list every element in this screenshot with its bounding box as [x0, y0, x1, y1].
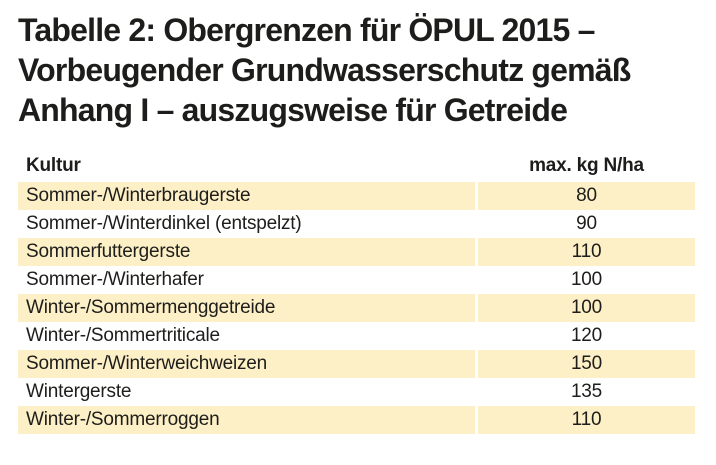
- table-row: Sommer-/Winterweichweizen 150: [18, 350, 695, 378]
- kultur-cell: Sommer-/Winterhafer: [26, 269, 204, 290]
- kultur-cell: Sommerfuttergerste: [18, 238, 475, 266]
- kultur-cell: Sommer-/Winterbraugerste: [18, 182, 475, 210]
- kultur-cell: Sommer-/Winterdinkel (entspelzt): [26, 213, 302, 234]
- limits-table: Kultur max. kg N/ha Sommer-/Winterbrauge…: [18, 150, 695, 434]
- value-cell: 120: [570, 325, 603, 346]
- table-row: Sommer-/Winterdinkel (entspelzt) 90: [18, 210, 695, 238]
- value-cell: 135: [570, 381, 603, 402]
- value-cell: 150: [478, 350, 695, 378]
- value-cell: 100: [570, 269, 603, 290]
- kultur-cell: Winter-/Sommerroggen: [18, 406, 475, 434]
- table-title-line-2: Vorbeugender Grundwasserschutz gemäß: [18, 52, 631, 88]
- kultur-cell: Wintergerste: [26, 381, 132, 402]
- table-row: Winter-/Sommertriticale 120: [18, 322, 695, 350]
- table-title-line-3: Anhang I – auszugsweise für Getreide: [18, 92, 568, 128]
- column-header-kultur: Kultur: [26, 155, 81, 176]
- value-cell: 80: [478, 182, 695, 210]
- value-cell: 110: [478, 238, 695, 266]
- table-row: Sommer-/Winterhafer 100: [18, 266, 695, 294]
- column-header-max-kg-n-ha: max. kg N/ha: [529, 155, 644, 176]
- value-cell: 110: [478, 406, 695, 434]
- kultur-cell: Sommer-/Winterweichweizen: [18, 350, 475, 378]
- table-header-row: Kultur max. kg N/ha: [18, 150, 695, 182]
- table-body: Sommer-/Winterbraugerste 80 Sommer-/Wint…: [18, 182, 695, 434]
- table-row: Sommer-/Winterbraugerste 80: [18, 182, 695, 210]
- table-row: Sommerfuttergerste 110: [18, 238, 695, 266]
- table-title: Tabelle 2: Obergrenzen für ÖPUL 2015 – V…: [18, 10, 706, 130]
- value-cell: 90: [576, 213, 597, 234]
- kultur-cell: Winter-/Sommermenggetreide: [18, 294, 475, 322]
- table-row: Winter-/Sommermenggetreide 100: [18, 294, 695, 322]
- table-row: Winter-/Sommerroggen 110: [18, 406, 695, 434]
- value-cell: 100: [478, 294, 695, 322]
- table-title-line-1: Tabelle 2: Obergrenzen für ÖPUL 2015 –: [18, 12, 595, 48]
- table-row: Wintergerste 135: [18, 378, 695, 406]
- kultur-cell: Winter-/Sommertriticale: [26, 325, 220, 346]
